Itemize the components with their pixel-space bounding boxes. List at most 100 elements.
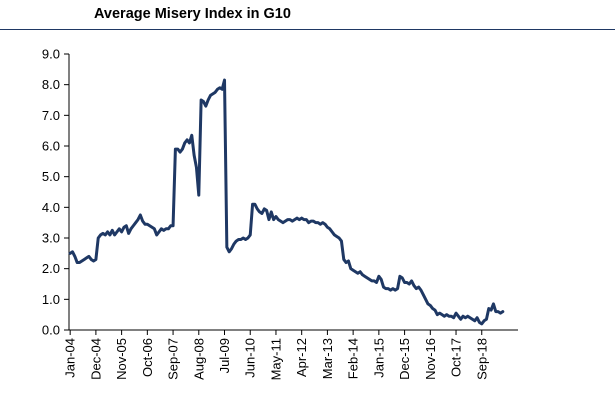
data-point (195, 166, 198, 169)
data-point (176, 148, 179, 150)
series-line (68, 78, 505, 326)
x-tick-label: Oct-06 (140, 338, 155, 377)
data-point (298, 218, 301, 221)
data-point (104, 234, 107, 236)
data-point (501, 310, 504, 313)
data-point (109, 234, 111, 236)
data-point (438, 312, 441, 315)
data-point (118, 227, 121, 230)
data-point (251, 203, 254, 206)
data-point (289, 218, 291, 221)
data-point (314, 221, 317, 224)
data-point (102, 232, 104, 235)
data-point (155, 234, 158, 236)
data-point (307, 221, 310, 224)
x-axis: Jan-04 Dec-04 Nov-05 Oct-06 Sep-07 Aug-08 Jul-… (63, 329, 518, 380)
data-point (167, 227, 170, 230)
data-point (141, 220, 144, 223)
data-point (380, 278, 383, 281)
y-tick-label: 6.0 (42, 139, 60, 154)
data-point (207, 99, 210, 101)
data-point (284, 220, 287, 223)
data-point (188, 142, 191, 144)
data-point (452, 316, 455, 319)
data-point (90, 258, 93, 261)
data-point (69, 252, 72, 255)
data-point (261, 212, 263, 215)
data-point (258, 211, 261, 213)
data-point (352, 269, 355, 272)
data-point (366, 276, 369, 279)
x-tick-label: Sep-18 (474, 338, 489, 380)
data-point (190, 134, 193, 137)
data-point (151, 226, 153, 229)
data-point (338, 237, 341, 239)
y-tick-label: 2.0 (42, 261, 60, 276)
data-point (174, 148, 177, 150)
data-point (448, 315, 450, 318)
data-point (373, 280, 376, 282)
data-point (303, 218, 305, 221)
data-point (464, 316, 467, 319)
data-point (148, 224, 151, 227)
title-divider (0, 29, 615, 30)
data-point (359, 270, 362, 273)
y-tick-label: 8.0 (42, 77, 60, 92)
data-point (391, 287, 394, 290)
data-point (462, 315, 464, 318)
data-point (204, 105, 207, 108)
data-point (394, 289, 397, 292)
data-point (228, 250, 231, 253)
data-point (422, 293, 425, 296)
data-point (476, 316, 478, 319)
data-point (321, 221, 324, 224)
data-point (113, 234, 116, 236)
data-point (193, 154, 196, 157)
y-tick-label: 4.0 (42, 200, 60, 215)
data-point (347, 260, 350, 262)
data-point (218, 86, 221, 89)
data-point (406, 281, 408, 284)
data-point (256, 207, 259, 210)
data-point (361, 273, 364, 276)
chart-title: Average Misery Index in G10 (94, 6, 291, 22)
data-point (401, 276, 404, 279)
data-point (232, 243, 235, 246)
data-point (413, 284, 415, 287)
data-point (71, 250, 74, 253)
y-tick-label: 0.0 (42, 323, 60, 338)
data-point (270, 211, 273, 213)
data-point (354, 270, 357, 273)
data-point (225, 246, 228, 249)
data-point (214, 91, 217, 94)
x-tick-label: Feb-14 (346, 338, 361, 379)
data-point (471, 318, 474, 321)
data-point (335, 235, 338, 238)
data-point (487, 307, 490, 310)
data-point (179, 151, 181, 154)
data-point (410, 280, 413, 282)
data-point (305, 218, 308, 221)
data-point (434, 309, 436, 311)
x-tick-label: Mar-13 (320, 338, 335, 379)
data-point (333, 234, 336, 236)
data-point (480, 322, 483, 325)
data-point (244, 238, 247, 241)
data-point (186, 138, 188, 141)
y-tick-label: 9.0 (42, 47, 60, 62)
data-point (328, 227, 331, 230)
data-point (134, 221, 137, 224)
data-point (483, 319, 485, 322)
data-point (408, 283, 411, 285)
data-point (319, 223, 322, 226)
x-tick-label: Dec-04 (88, 338, 103, 380)
data-point (417, 286, 420, 288)
data-point (209, 94, 212, 97)
data-point (123, 226, 125, 229)
data-point (345, 261, 348, 264)
data-point (120, 230, 123, 233)
data-point (116, 230, 118, 233)
data-point (92, 260, 95, 262)
y-tick-label: 3.0 (42, 231, 60, 246)
data-point (349, 267, 352, 270)
